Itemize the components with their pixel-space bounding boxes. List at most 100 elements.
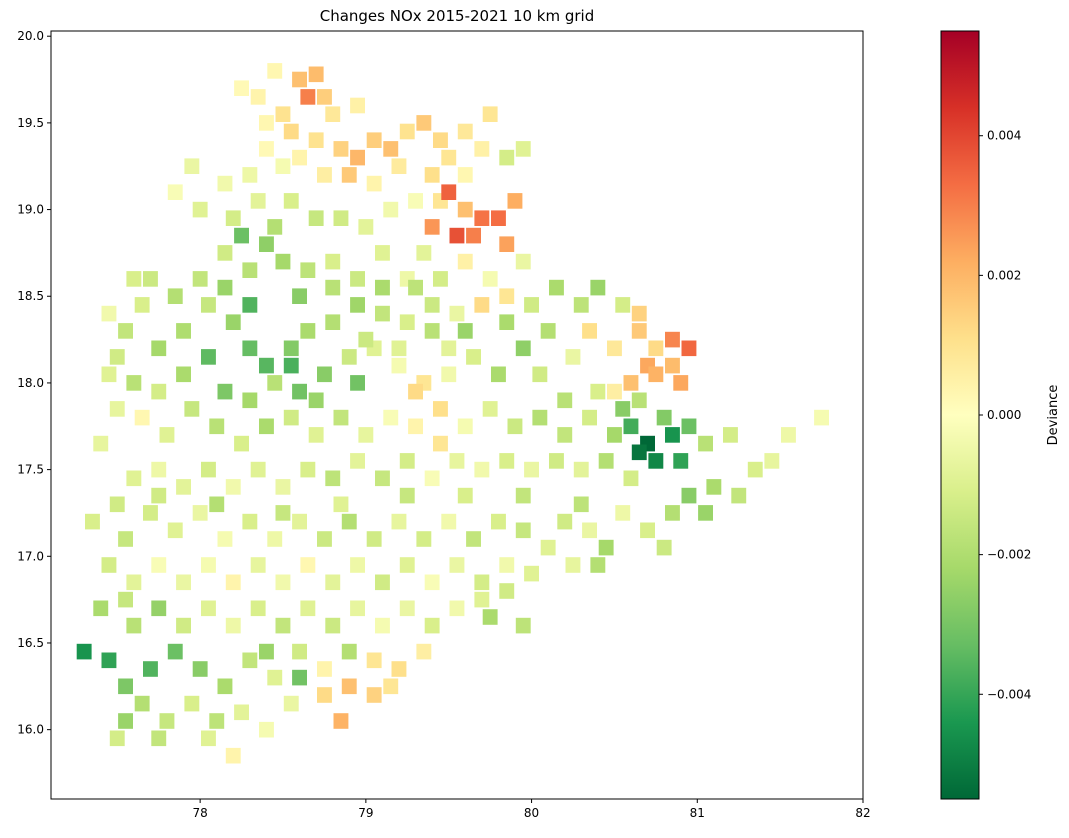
grid-cell (681, 487, 697, 504)
grid-cell (399, 453, 415, 469)
grid-cell (474, 591, 490, 608)
grid-cell (292, 669, 307, 686)
grid-cell (126, 375, 142, 391)
y-tick-label: 20.0 (17, 29, 44, 43)
grid-cell (623, 470, 639, 487)
grid-cell (176, 323, 191, 339)
grid-cell (267, 375, 283, 391)
grid-cell (557, 427, 573, 443)
grid-cell (631, 444, 647, 461)
grid-cell (573, 496, 589, 513)
grid-cell (325, 314, 341, 330)
grid-cell (275, 479, 291, 495)
grid-cell (234, 704, 249, 721)
grid-cell (225, 210, 241, 226)
grid-cell (217, 678, 233, 695)
grid-cell (731, 487, 747, 504)
grid-cell (416, 245, 432, 261)
grid-cell (499, 236, 515, 252)
grid-cell (582, 522, 597, 539)
grid-cell (209, 496, 225, 513)
grid-cell (350, 97, 365, 114)
grid-cell (225, 314, 241, 330)
colorbar-tick-label: −0.004 (987, 687, 1031, 701)
grid-cell (118, 713, 133, 729)
grid-cell (607, 383, 622, 400)
x-tick-label: 82 (855, 806, 870, 820)
grid-cell (491, 513, 506, 530)
grid-cell (441, 340, 457, 357)
grid-cell (474, 461, 490, 478)
grid-cell (283, 193, 299, 209)
grid-cell (375, 617, 390, 634)
grid-cell (234, 435, 249, 452)
grid-cell (300, 89, 316, 105)
grid-cell (350, 375, 365, 391)
grid-cell (101, 652, 117, 669)
grid-cell (317, 687, 332, 703)
grid-cell (118, 323, 133, 339)
grid-cell (507, 418, 523, 435)
grid-cell (151, 340, 167, 357)
grid-cell (283, 695, 299, 712)
grid-cell (433, 401, 448, 417)
grid-cell (259, 357, 274, 374)
y-tick-label: 19.0 (17, 203, 44, 217)
grid-cell (126, 470, 142, 487)
grid-cell (515, 141, 531, 157)
grid-cell (441, 366, 457, 383)
grid-cell (408, 193, 423, 209)
grid-cell (341, 167, 357, 183)
grid-cell (449, 557, 465, 573)
grid-cell (424, 617, 440, 634)
x-tick-label: 78 (193, 806, 208, 820)
grid-cell (698, 505, 713, 521)
grid-cell (267, 669, 283, 686)
grid-cell (143, 661, 158, 677)
x-tick-label: 80 (524, 806, 539, 820)
grid-cell (201, 730, 216, 747)
grid-cell (383, 201, 399, 218)
grid-cell (126, 617, 142, 634)
grid-cell (275, 617, 291, 634)
grid-cell (300, 600, 316, 617)
y-tick-label: 17.0 (17, 549, 44, 563)
grid-cell (366, 531, 382, 547)
grid-cell (499, 314, 515, 330)
grid-cell (242, 392, 258, 409)
x-tick-label: 81 (690, 806, 705, 820)
grid-cell (325, 617, 341, 634)
grid-cell (358, 427, 374, 443)
grid-cell (308, 132, 324, 148)
grid-cell (350, 453, 365, 469)
grid-cell (399, 314, 415, 330)
grid-cell (109, 730, 125, 747)
grid-cell (217, 531, 233, 547)
grid-cell (350, 297, 365, 313)
grid-cell (590, 279, 606, 296)
grid-cell (607, 427, 622, 443)
colorbar-tick-label: −0.002 (987, 548, 1031, 562)
grid-cell (192, 661, 208, 677)
grid-cell (225, 479, 241, 495)
grid-cell (333, 496, 349, 513)
colorbar: −0.004 −0.002 0.000 0.002 0.004 Deviance (940, 30, 1061, 800)
grid-cell (267, 219, 283, 235)
grid-cell (167, 643, 183, 660)
grid-cell (408, 279, 423, 296)
grid-cell (474, 210, 490, 226)
grid-cell (275, 505, 291, 521)
grid-cell (408, 383, 423, 400)
grid-cell (292, 513, 307, 530)
grid-cell (242, 340, 258, 357)
grid-cell (491, 210, 506, 226)
colorbar-tick-label: 0.002 (987, 268, 1021, 282)
grid-cell (416, 531, 432, 547)
grid-cell (118, 678, 133, 695)
grid-cell (143, 271, 158, 287)
grid-cell (383, 678, 399, 695)
grid-cell (93, 435, 109, 452)
grid-cell (167, 288, 183, 304)
grid-cell (325, 279, 341, 296)
grid-cell (673, 453, 689, 469)
